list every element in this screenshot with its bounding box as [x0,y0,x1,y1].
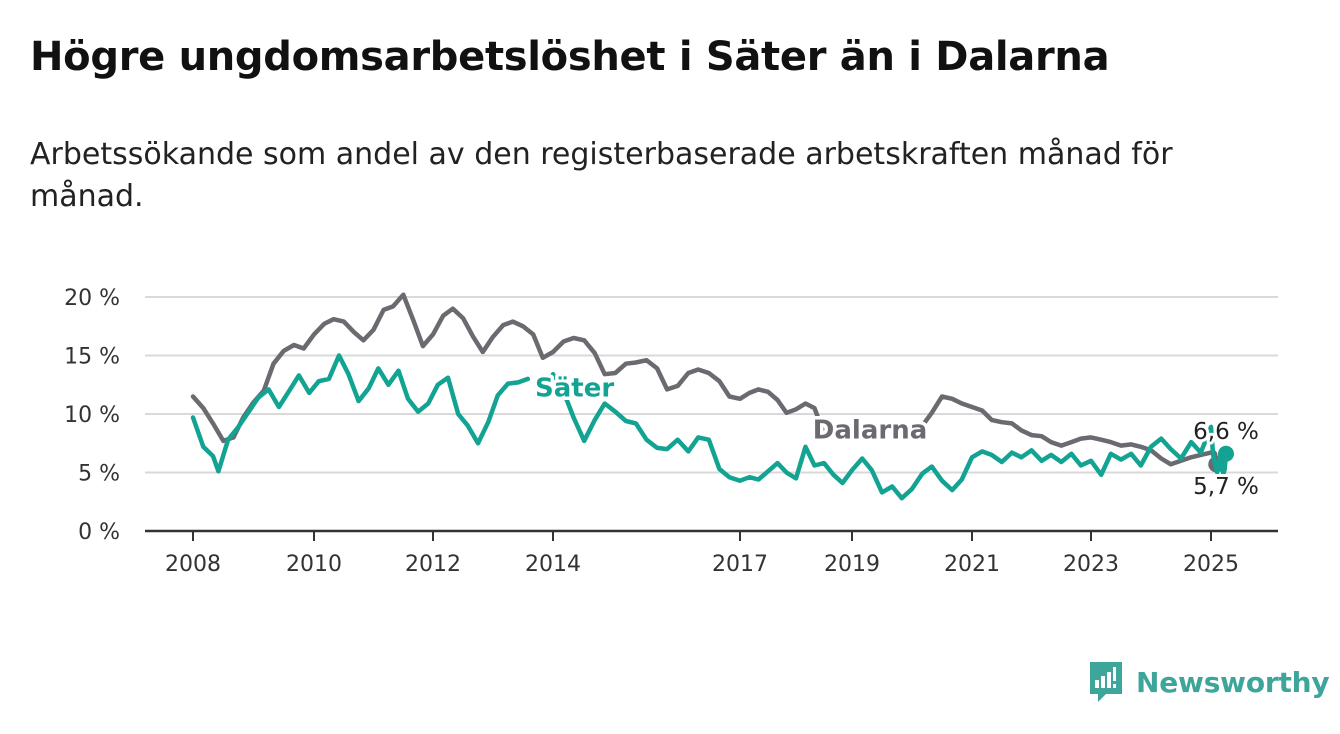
dalarna-end-value-label: 5,7 % [1193,474,1259,500]
grid-lines [145,296,1278,474]
brand-logo: Newsworthy [1088,660,1330,704]
x-tick-label: 2012 [405,552,461,577]
chart-title: Högre ungdomsarbetslöshet i Säter än i D… [30,34,1110,80]
dalarna-series-label: Dalarna [813,416,927,446]
y-tick-label: 15 % [64,345,120,370]
dalarna-series-line [190,292,1219,467]
x-tick-label: 2021 [944,552,1000,577]
x-tick-label: 2025 [1183,552,1239,577]
y-axis-ticks: 0 % 5 % 10 % 15 % 20 % [64,286,120,545]
sater-end-value-label: 6,6 % [1193,419,1259,445]
y-tick-label: 20 % [64,286,120,311]
brand-name: Newsworthy [1136,665,1330,699]
sater-end-point [1218,445,1234,462]
y-tick-label: 0 % [78,520,120,545]
chart-subtitle: Arbetssökande som andel av den registerb… [30,137,1173,214]
sater-series-line [190,353,1229,501]
x-axis-ticks: 2008 2010 2012 2014 2017 2019 2021 2023 2025 [165,531,1239,577]
x-tick-label: 2017 [712,552,768,577]
x-tick-label: 2019 [824,552,880,577]
y-tick-label: 5 % [78,462,120,487]
series-lines [190,292,1234,501]
newsworthy-logo-icon [1090,662,1122,702]
x-tick-label: 2008 [165,552,221,577]
series-labels: Dalarna Säter 5,7 % 6,6 % [532,370,1262,503]
x-tick-label: 2023 [1063,552,1119,577]
y-tick-label: 10 % [64,403,120,428]
sater-series-label: Säter [535,373,614,403]
x-tick-label: 2014 [525,552,581,577]
x-tick-label: 2010 [286,552,342,577]
line-chart: 0 %5 %10 %15 %20 % 2008 2010 2012 2014 2017 2… [64,286,1278,577]
